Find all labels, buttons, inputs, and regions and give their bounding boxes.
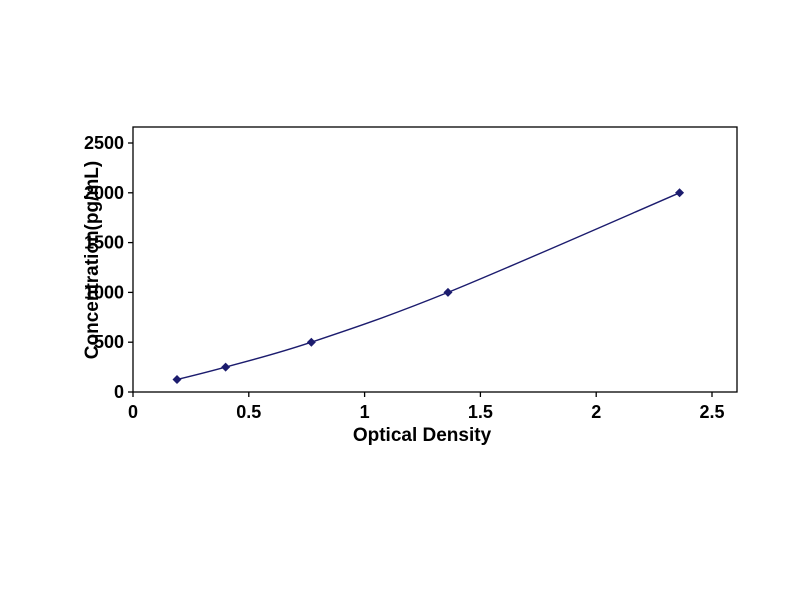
plot-frame xyxy=(132,126,738,393)
data-point-marker xyxy=(306,337,316,347)
y-tick-label: 1500 xyxy=(84,233,124,253)
x-tick-label: 2.5 xyxy=(699,402,724,422)
curve-line xyxy=(176,192,680,381)
x-tick-label: 1.5 xyxy=(468,402,493,422)
data-point-marker xyxy=(443,287,453,297)
data-point-marker xyxy=(172,375,182,385)
y-tick-label: 500 xyxy=(94,332,124,352)
x-tick-label: 0 xyxy=(128,402,138,422)
x-tick-label: 2 xyxy=(591,402,601,422)
y-axis-label: Concentration(pg/mL) xyxy=(82,161,103,359)
y-tick-label: 1000 xyxy=(84,282,124,302)
y-tick-label: 2500 xyxy=(84,133,124,153)
x-tick-label: 1 xyxy=(360,402,370,422)
y-tick-label: 0 xyxy=(114,382,124,402)
y-tick-label: 2000 xyxy=(84,183,124,203)
plot-area: 0 0.5 1 1.5 2 2.5 0 500 1000 1500 2000 2500 xyxy=(84,126,738,422)
x-tick-label: 0.5 xyxy=(236,402,261,422)
data-point-marker xyxy=(221,362,231,372)
data-point-marker xyxy=(675,188,685,198)
x-axis-label: Optical Density xyxy=(353,425,492,446)
